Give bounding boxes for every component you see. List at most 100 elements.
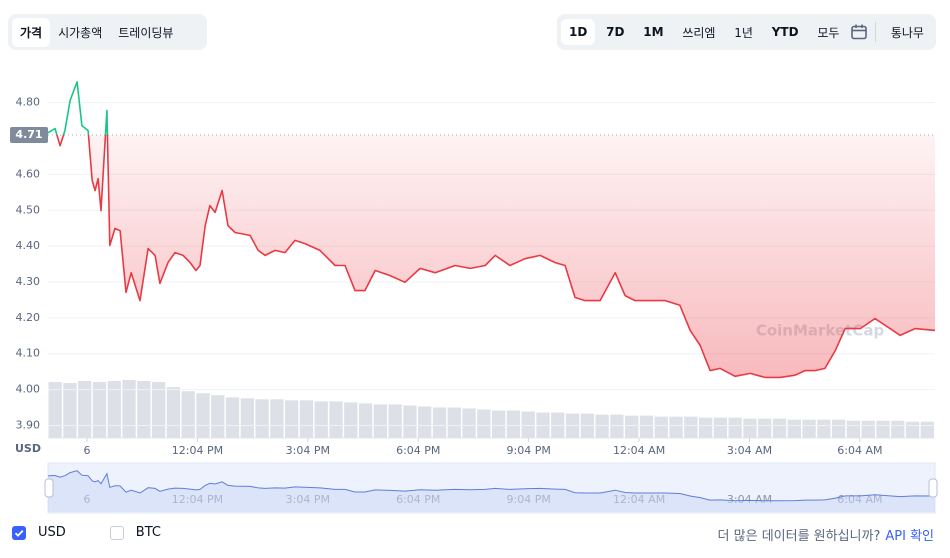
volume-bar xyxy=(832,419,846,438)
y-tick-label: 4.10 xyxy=(16,347,41,360)
volume-bar xyxy=(255,399,269,438)
volume-bar xyxy=(107,381,121,438)
range-button[interactable]: 1D xyxy=(561,19,596,45)
range-button[interactable]: 1M xyxy=(643,25,664,39)
volume-bar xyxy=(876,420,890,438)
y-tick-label: 4.80 xyxy=(16,96,41,109)
tab[interactable]: 가격 xyxy=(12,17,51,47)
volume-bar xyxy=(861,420,875,438)
usd-label: USD xyxy=(38,525,66,540)
volume-bar xyxy=(639,415,654,438)
volume-bar xyxy=(772,418,787,438)
navigator-handle[interactable] xyxy=(44,478,54,498)
navigator-line xyxy=(47,470,936,502)
volume-bar xyxy=(477,409,491,438)
range-group: 1D 7D 1M 쓰리엠 1년 YTD 모두 통나무 xyxy=(557,14,936,50)
volume-bar xyxy=(225,397,240,438)
separator xyxy=(875,22,877,42)
volume-bar xyxy=(78,381,92,438)
range-button[interactable]: YTD xyxy=(771,25,799,39)
x-tick-label: 3:04 AM xyxy=(727,444,772,457)
x-tick-label: 6:04 AM xyxy=(837,444,882,457)
volume-bar xyxy=(344,402,358,438)
volume-bar xyxy=(314,401,328,438)
volume-bar xyxy=(595,414,609,438)
btc-label: BTC xyxy=(135,525,161,540)
volume-bar xyxy=(329,401,343,438)
x-tick-label: 6:04 PM xyxy=(396,444,440,457)
currency-toggle: USD BTC xyxy=(12,525,161,540)
x-tick-label: 12:04 PM xyxy=(172,444,223,457)
volume-bar xyxy=(358,403,373,438)
volume-bar xyxy=(211,395,225,438)
volume-bar xyxy=(610,414,624,438)
y-tick-label: 4.00 xyxy=(16,383,41,396)
x-tick-label: 3:04 PM xyxy=(286,444,330,457)
api-prompt: 더 많은 데이터를 원하십니까? API 확인 xyxy=(718,525,934,544)
navigator-area xyxy=(48,470,935,512)
volume-bar xyxy=(388,404,402,438)
volume-bar xyxy=(48,382,62,438)
volume-bar xyxy=(432,407,447,438)
volume-bar xyxy=(698,417,713,438)
volume-bar xyxy=(625,415,639,438)
checkbox[interactable] xyxy=(12,525,26,540)
prompt-text: 더 많은 데이터를 원하십니까? xyxy=(717,529,881,544)
api-link[interactable]: API 확인 xyxy=(885,529,934,544)
area xyxy=(48,134,935,378)
checkbox[interactable] xyxy=(109,525,124,540)
volume-bar xyxy=(166,387,181,438)
y-tick-label: 4.50 xyxy=(16,203,41,216)
volume-bar xyxy=(63,383,77,438)
volume-bar xyxy=(817,419,831,438)
range-button[interactable]: 쓰리엠 xyxy=(682,25,716,40)
volume-bar xyxy=(728,417,742,438)
tab[interactable]: 시가총액 xyxy=(58,25,103,40)
volume-bar xyxy=(787,419,801,438)
volume-bar xyxy=(654,416,668,438)
tab-group: 가격 시가총액 트레이딩뷰 xyxy=(8,14,207,50)
volume-bar xyxy=(492,410,506,438)
range-button[interactable]: 1년 xyxy=(734,25,753,40)
volume-bar xyxy=(758,418,772,438)
volume-bar xyxy=(846,420,861,438)
calendar-icon[interactable] xyxy=(850,23,868,41)
log-button[interactable]: 통나무 xyxy=(890,25,924,40)
volume-bar xyxy=(181,391,195,438)
volume-bar xyxy=(373,404,388,438)
range-button[interactable]: 7D xyxy=(606,25,625,39)
baseline-label-bg xyxy=(10,126,48,143)
chart: CoinMarketCap USD 3.904.004.104.204.304.… xyxy=(10,81,938,514)
volume-bar xyxy=(920,421,934,438)
y-tick-label: 4.30 xyxy=(16,275,41,288)
volume-bar xyxy=(447,407,461,438)
volume-bar xyxy=(285,400,299,438)
volume-bar xyxy=(462,408,476,438)
volume-bar xyxy=(743,418,757,438)
y-axis-label: USD xyxy=(15,442,41,455)
volume-bar xyxy=(713,417,728,438)
tab[interactable]: 트레이딩뷰 xyxy=(118,25,174,40)
volume-bar xyxy=(669,416,683,438)
baseline-label: 4.71 xyxy=(15,128,42,141)
x-tick-label: 12:04 AM xyxy=(613,444,665,457)
range-button[interactable]: 모두 xyxy=(817,25,840,40)
volume-bar xyxy=(905,421,920,438)
volume-bar xyxy=(403,405,417,438)
volume-bar xyxy=(891,420,905,438)
volume-bar xyxy=(506,410,521,438)
y-tick-label: 4.20 xyxy=(16,311,41,324)
volume-bar xyxy=(299,400,314,438)
volume-bar xyxy=(418,406,432,438)
volume-bar xyxy=(270,399,284,438)
x-tick-label: 6 xyxy=(84,444,91,457)
volume-bar xyxy=(137,381,151,438)
check-icon xyxy=(14,529,24,537)
volume-bar xyxy=(684,416,698,438)
y-tick-label: 3.90 xyxy=(16,418,41,431)
volume-bar xyxy=(122,380,136,438)
volume-bar xyxy=(196,393,210,438)
y-tick-label: 4.40 xyxy=(16,239,41,252)
volume-bar xyxy=(802,419,816,438)
navigator-handle[interactable] xyxy=(928,478,938,498)
